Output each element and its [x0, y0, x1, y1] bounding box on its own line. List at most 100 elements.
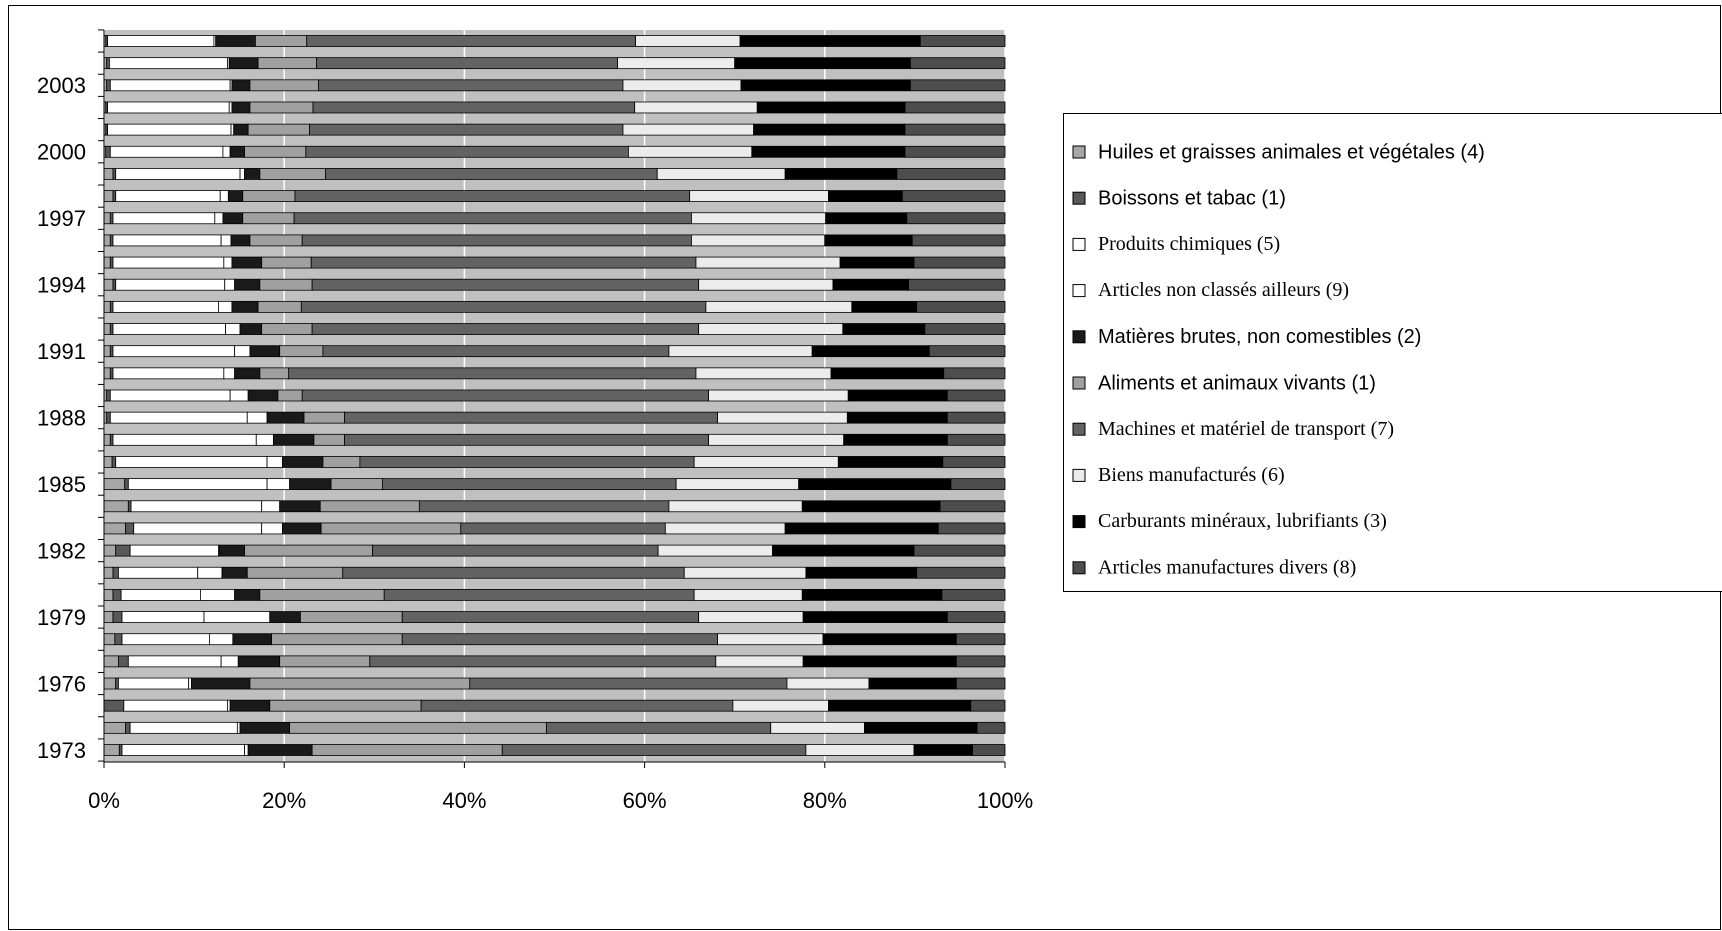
bar-segment [209, 633, 234, 646]
bar-segment [107, 35, 215, 47]
bar-segment [229, 145, 245, 158]
bar-segment [121, 744, 245, 756]
bar-segment [301, 389, 709, 402]
bar-segment [109, 234, 114, 247]
bar-segment [190, 677, 251, 690]
bar-segment [668, 345, 813, 358]
bar-segment [281, 522, 322, 535]
bar-segment [125, 522, 135, 535]
bar-segment [913, 256, 1006, 269]
bar-segment [717, 633, 824, 646]
bar-segment [133, 522, 263, 535]
bar-segment [824, 234, 913, 247]
bar-segment [269, 699, 422, 712]
bar-segment [708, 433, 845, 446]
legend-label: Boissons et tabac (1) [1098, 187, 1286, 209]
bar-segment [109, 367, 114, 380]
bar-segment [231, 256, 263, 269]
bar-segment [805, 744, 915, 756]
bar-segment [751, 145, 906, 158]
bar-segment [232, 633, 272, 646]
x-tick-label: 20% [262, 788, 306, 813]
bar-segment [846, 411, 948, 424]
bar-segment [896, 168, 1006, 180]
bar-segment [244, 145, 307, 158]
bar-segment [218, 544, 245, 557]
bar-segment [306, 35, 636, 47]
bar-segment [691, 212, 827, 225]
bar-segment [310, 256, 697, 269]
bar-segment [236, 721, 241, 734]
bar-segment [239, 168, 245, 180]
bar-segment [657, 544, 773, 557]
bar-segment [225, 323, 241, 335]
bar-segment [228, 57, 259, 70]
bar-segment [943, 367, 1006, 380]
bar-segment [689, 190, 829, 202]
bar-segment [976, 721, 1006, 734]
bar-segment [109, 256, 114, 269]
bar-segment [103, 323, 111, 335]
y-tick-label: 1973 [37, 738, 86, 763]
bar-segment [617, 57, 736, 70]
bar-segment [112, 212, 216, 225]
bar-segment [103, 655, 119, 668]
bar-segment [837, 456, 944, 468]
bar-segment [261, 500, 281, 513]
bar-segment [109, 57, 228, 70]
bar-segment [103, 256, 111, 269]
bar-segment [219, 190, 229, 202]
bar-segment [691, 234, 826, 247]
bar-segment [242, 212, 295, 225]
bar-segment [901, 190, 1006, 202]
x-tick-label: 60% [623, 788, 667, 813]
bar-segment [103, 589, 114, 601]
bar-segment [239, 323, 263, 335]
bar-segment [693, 589, 803, 601]
bar-segment [105, 145, 111, 158]
bar-segment [269, 611, 301, 623]
bar-segment [229, 389, 249, 402]
bar-segment [469, 677, 788, 690]
bar-segment [401, 611, 700, 623]
x-tick-label: 0% [88, 788, 120, 813]
y-tick-label: 1988 [37, 405, 86, 430]
legend-swatch [1072, 515, 1086, 529]
bar-segment [695, 367, 832, 380]
bar-segment [239, 721, 291, 734]
bar-segment [220, 234, 232, 247]
y-tick-label: 1994 [37, 273, 86, 298]
bar-segment [698, 323, 844, 335]
bar-segment [112, 589, 122, 601]
bar-segment [420, 699, 734, 712]
bar-segment [103, 456, 113, 468]
bar-segment [909, 79, 1006, 92]
bar-segment [103, 278, 114, 291]
bar-segment [664, 522, 786, 535]
legend-label: Matières brutes, non comestibles (2) [1098, 326, 1421, 348]
bar-segment [913, 744, 973, 756]
bar-segment [247, 123, 310, 136]
bar-segment [822, 633, 957, 646]
bar-segment [732, 699, 829, 712]
bar-segment [244, 168, 261, 180]
bar-segment [112, 234, 222, 247]
bar-segment [344, 433, 709, 446]
bar-segment [698, 611, 804, 623]
bar-segment [825, 212, 908, 225]
bar-segment [911, 234, 1006, 247]
y-tick-label: 1991 [37, 339, 86, 364]
legend-label: Huiles et graisses animales et végétales… [1098, 141, 1485, 163]
bar-segment [103, 677, 117, 690]
bar-segment [109, 411, 248, 424]
bar-segment [798, 478, 952, 491]
bar-segment [259, 168, 327, 180]
bar-segment [242, 190, 296, 202]
bar-segment [249, 79, 319, 92]
bar-segment [103, 300, 111, 313]
bar-segment [668, 500, 803, 513]
bar-segment [103, 522, 127, 535]
bar-segment [257, 57, 318, 70]
bar-segment [904, 123, 1006, 136]
bar-segment [106, 57, 110, 70]
